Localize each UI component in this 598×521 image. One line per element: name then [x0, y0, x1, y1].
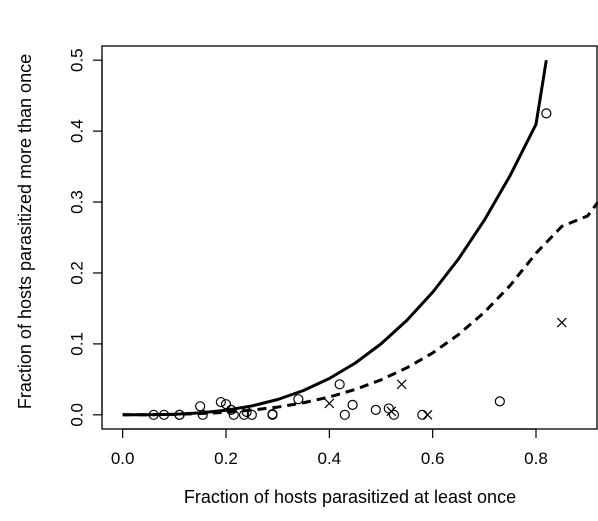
circle-point: [267, 409, 278, 420]
circle-point: [370, 404, 381, 415]
circle-point: [417, 409, 428, 420]
circle-point: [494, 396, 505, 407]
y-axis: 0.0 0.1 0.2 0.3 0.4 0.5: [67, 48, 103, 427]
y-tick-label: 0.4: [67, 119, 86, 143]
circle-point: [215, 396, 226, 408]
x-tick-label: 0.6: [421, 449, 445, 468]
circle-point: [334, 379, 345, 390]
circle-point: [195, 401, 206, 412]
circle-point: [541, 108, 552, 119]
cross-point: [556, 317, 567, 328]
series-layer: [122, 59, 598, 420]
circle-point: [347, 399, 358, 410]
y-tick-label: 0.1: [67, 332, 86, 356]
y-tick-label: 0.5: [67, 48, 86, 72]
circle-point: [246, 409, 257, 420]
cross-point: [396, 379, 407, 390]
plot-frame: [101, 45, 598, 430]
circle-point: [339, 409, 350, 420]
y-tick-label: 0.2: [67, 261, 86, 285]
dashed-curve: [122, 201, 598, 417]
y-tick-label: 0.3: [67, 190, 86, 214]
x-tick-label: 0.0: [111, 449, 135, 468]
y-axis-label: Fraction of hosts parasitized more than …: [15, 54, 35, 409]
solid-curve: [122, 59, 548, 417]
circle-point: [383, 403, 394, 414]
y-tick-label: 0.0: [67, 403, 86, 427]
x-tick-label: 0.8: [524, 449, 548, 468]
x-axis: 0.0 0.2 0.4 0.6 0.8: [111, 428, 548, 468]
circle-point: [388, 409, 400, 420]
circle-point: [220, 399, 232, 410]
x-tick-label: 0.2: [214, 449, 238, 468]
x-tick-label: 0.4: [318, 449, 342, 468]
circle-point: [293, 394, 304, 405]
cross-point: [422, 409, 433, 420]
cross-point: [386, 406, 397, 417]
x-axis-label: Fraction of hosts parasitized at least o…: [184, 487, 516, 507]
cross-point: [324, 398, 335, 409]
